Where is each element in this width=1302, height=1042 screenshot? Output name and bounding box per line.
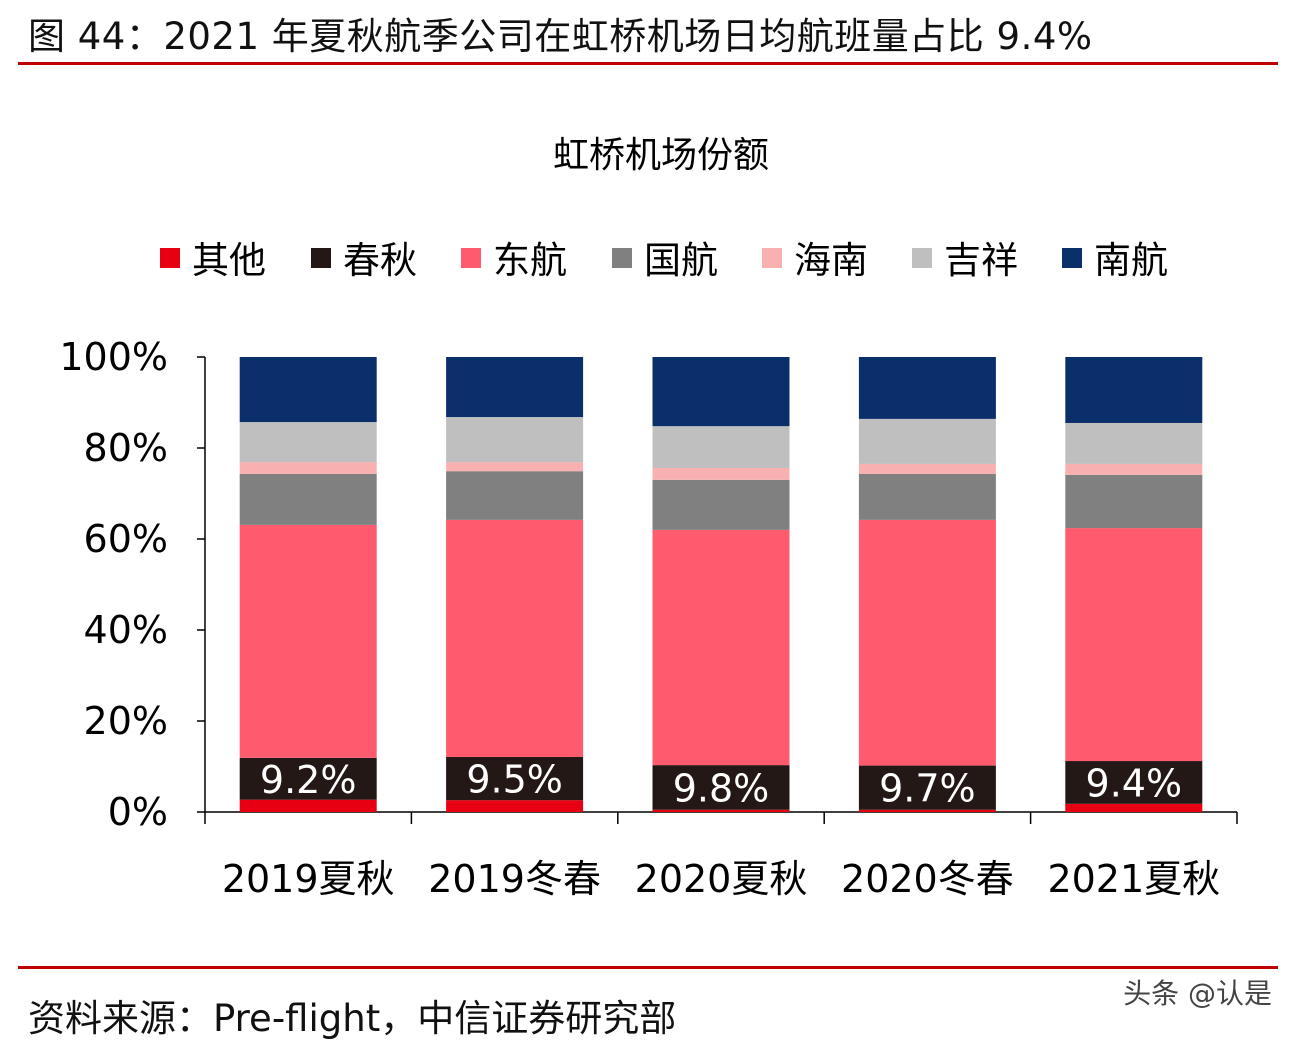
legend-label: 南航 (1094, 239, 1168, 282)
bar-segment-南航 (446, 357, 584, 418)
bar-segment-东航 (858, 519, 996, 766)
bar-segment-南航 (858, 357, 996, 419)
bar-segment-其他 (446, 800, 584, 812)
footer-rule (18, 966, 1278, 969)
legend-swatch-吉祥 (912, 248, 932, 268)
legend-swatch-海南 (762, 248, 782, 268)
x-tick-label: 2019夏秋 (222, 857, 395, 901)
bar-segment-国航 (1065, 474, 1203, 529)
x-tick-label: 2019冬春 (428, 857, 601, 901)
data-label: 9.7% (879, 767, 976, 811)
watermark: 头条 @认是 (1123, 977, 1272, 1010)
bar-segment-其他 (858, 809, 996, 812)
bar-segment-南航 (239, 357, 377, 423)
bar-segment-春秋 (1065, 761, 1203, 804)
legend-label: 国航 (644, 239, 718, 282)
y-tick-label: 60% (84, 517, 168, 561)
data-label: 9.5% (466, 758, 563, 802)
y-tick-label: 100% (59, 335, 168, 379)
bar-segment-其他 (652, 809, 790, 812)
legend-label: 春秋 (343, 239, 417, 282)
legend-label: 其他 (192, 239, 266, 282)
x-tick-label: 2021夏秋 (1047, 857, 1220, 901)
legend-swatch-南航 (1062, 248, 1082, 268)
y-tick-label: 20% (84, 699, 168, 743)
bar-segment-国航 (239, 473, 377, 525)
bar-segment-东航 (239, 524, 377, 758)
bar-segment-春秋 (446, 756, 584, 801)
data-label: 9.2% (260, 758, 357, 802)
header-rule (18, 62, 1278, 65)
data-label: 9.4% (1086, 761, 1183, 805)
bar-segment-其他 (1065, 803, 1203, 812)
chart-title: 虹桥机场份额 (553, 135, 769, 176)
bar-segment-国航 (858, 473, 996, 520)
bar-segment-春秋 (239, 757, 377, 800)
bar-segment-东航 (652, 529, 790, 766)
bar-segment-春秋 (652, 765, 790, 810)
bar-segment-其他 (239, 799, 377, 812)
legend-swatch-春秋 (311, 248, 331, 268)
bar-segment-南航 (652, 357, 790, 427)
bar-segment-海南 (652, 468, 790, 480)
bar-segment-国航 (652, 479, 790, 530)
y-tick-label: 40% (84, 608, 168, 652)
bar-segment-海南 (239, 462, 377, 474)
bar-segment-吉祥 (446, 417, 584, 463)
bar-segment-国航 (446, 471, 584, 520)
bar-segment-吉祥 (1065, 422, 1203, 464)
bar-segment-南航 (1065, 357, 1203, 423)
legend-label: 吉祥 (944, 239, 1018, 282)
legend-label: 东航 (493, 239, 567, 282)
figure-title: 图 44：2021 年夏秋航季公司在虹桥机场日均航班量占比 9.4% (28, 15, 1093, 58)
bar-segment-海南 (446, 462, 584, 472)
y-tick-label: 0% (108, 790, 168, 834)
bar-segment-春秋 (858, 765, 996, 810)
data-label: 9.8% (673, 766, 770, 810)
bar-segment-东航 (1065, 528, 1203, 762)
bar-segment-吉祥 (858, 418, 996, 464)
legend-label: 海南 (794, 239, 868, 282)
bar-segment-吉祥 (239, 422, 377, 463)
x-tick-label: 2020夏秋 (635, 857, 808, 901)
legend-swatch-东航 (461, 248, 481, 268)
bar-segment-东航 (446, 519, 584, 757)
bar-segment-海南 (858, 463, 996, 474)
x-tick-label: 2020冬春 (841, 857, 1014, 901)
legend-swatch-国航 (612, 248, 632, 268)
bar-segment-吉祥 (652, 426, 790, 469)
legend-swatch-其他 (160, 248, 180, 268)
y-tick-label: 80% (84, 426, 168, 470)
source-note: 资料来源：Pre-flight，中信证券研究部 (28, 997, 677, 1040)
bar-segment-海南 (1065, 463, 1203, 475)
